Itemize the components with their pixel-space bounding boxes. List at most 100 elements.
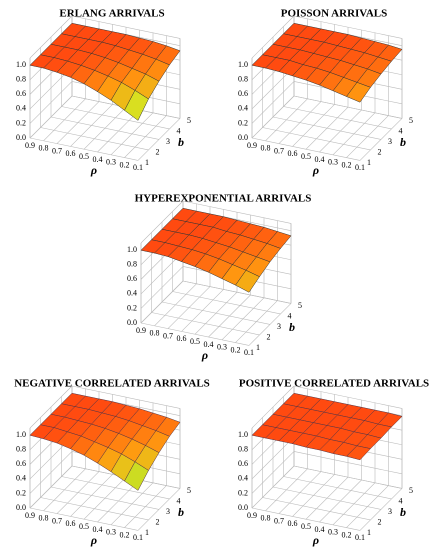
chart-panel: NEGATIVE CORRELATED ARRIVALS 0.0 0.2 0.4 0.6…	[14, 378, 210, 547]
chart-panel: POSITIVE CORRELATED ARRIVALS 0.0 0.2 0.4 0.6…	[238, 378, 429, 547]
x-tick-label: 0.1	[244, 348, 254, 357]
chart-title: NEGATIVE CORRELATED ARRIVALS	[14, 378, 210, 390]
y-tick-label: 4	[177, 497, 181, 506]
x-axis-label: ρ	[201, 348, 208, 362]
x-axis-label: ρ	[90, 533, 97, 547]
z-tick-label: 0.2	[238, 118, 248, 127]
y-tick-label: 1	[367, 158, 371, 167]
grid-line	[161, 301, 271, 325]
x-tick-label: 0.6	[288, 149, 298, 158]
x-tick-label: 0.3	[328, 528, 338, 537]
x-tick-label: 0.3	[106, 528, 116, 537]
z-tick-label: 0.8	[238, 445, 248, 454]
x-tick-label: 0.5	[301, 522, 311, 531]
x-tick-label: 0.2	[342, 530, 352, 539]
x-tick-label: 0.7	[52, 516, 62, 525]
chart-panel: HYPEREXPONENTIAL ARRIVALS 0.0 0.2 0.4 0.6 0.8…	[127, 193, 311, 362]
grid-line	[272, 116, 382, 140]
grid-line	[283, 106, 392, 130]
x-tick-label: 0.9	[247, 511, 257, 520]
x-tick-label: 0.6	[288, 519, 298, 528]
z-tick-label: 0.6	[16, 459, 26, 468]
y-tick-label: 2	[156, 148, 160, 157]
y-tick-label: 1	[367, 528, 371, 537]
grid-line	[151, 312, 260, 336]
z-tick-label: 0.0	[127, 318, 137, 327]
y-tick-label: 3	[166, 507, 170, 516]
z-tick-label: 1.0	[16, 60, 26, 69]
z-tick-label: 0.4	[16, 474, 26, 483]
chart-title: ERLANG ARRIVALS	[59, 8, 164, 20]
y-axis-label: b	[400, 505, 406, 519]
x-axis-label: ρ	[312, 163, 319, 177]
grid-line	[251, 137, 361, 161]
grid-line	[40, 127, 149, 151]
y-tick-label: 5	[298, 301, 302, 310]
chart-title: POISSON ARRIVALS	[281, 8, 387, 20]
y-tick-label: 1	[145, 158, 149, 167]
x-tick-label: 0.9	[25, 511, 35, 520]
grid-line	[29, 137, 139, 161]
z-tick-label: 0.8	[16, 445, 26, 454]
grid-line	[50, 486, 160, 510]
y-tick-label: 5	[409, 116, 413, 125]
x-tick-label: 0.6	[66, 519, 76, 528]
y-tick-label: 3	[166, 137, 170, 146]
z-tick-label: 1.0	[238, 60, 248, 69]
x-tick-label: 0.1	[133, 163, 143, 172]
z-tick-label: 0.2	[238, 488, 248, 497]
y-axis-label: b	[289, 320, 295, 334]
grid-line	[182, 280, 292, 304]
y-tick-label: 5	[187, 116, 191, 125]
chart-title: HYPEREXPONENTIAL ARRIVALS	[135, 193, 312, 205]
y-tick-label: 1	[256, 343, 260, 352]
x-tick-label: 0.4	[93, 525, 103, 534]
x-tick-label: 0.7	[274, 146, 284, 155]
y-axis-label: b	[178, 505, 184, 519]
x-tick-label: 0.4	[315, 155, 325, 164]
x-tick-label: 0.7	[163, 331, 173, 340]
x-tick-label: 0.3	[217, 343, 227, 352]
x-tick-label: 0.8	[150, 329, 160, 338]
x-tick-label: 0.5	[301, 152, 311, 161]
y-tick-label: 4	[288, 312, 292, 321]
z-tick-label: 0.6	[238, 89, 248, 98]
y-tick-label: 2	[267, 333, 271, 342]
z-tick-label: 0.6	[16, 89, 26, 98]
y-tick-label: 3	[388, 507, 392, 516]
y-axis-label: b	[400, 135, 406, 149]
grid-line	[61, 106, 170, 130]
x-tick-label: 0.8	[261, 144, 271, 153]
surface-cell	[124, 90, 149, 121]
x-tick-label: 0.1	[355, 533, 365, 542]
grid-line	[283, 476, 392, 500]
grid-line	[172, 291, 281, 315]
grid-line	[29, 507, 139, 531]
z-tick-label: 1.0	[16, 430, 26, 439]
x-tick-label: 0.5	[79, 522, 89, 531]
chart-title: POSITIVE CORRELATED ARRIVALS	[239, 378, 429, 390]
y-axis-label: b	[178, 135, 184, 149]
z-tick-label: 0.8	[238, 75, 248, 84]
x-axis-label: ρ	[312, 533, 319, 547]
x-tick-label: 0.7	[274, 516, 284, 525]
x-tick-label: 0.6	[66, 149, 76, 158]
x-tick-label: 0.5	[190, 337, 200, 346]
x-tick-label: 0.6	[177, 334, 187, 343]
z-tick-label: 0.8	[127, 260, 137, 269]
grid-line	[272, 486, 382, 510]
z-tick-label: 0.4	[238, 474, 248, 483]
x-tick-label: 0.7	[52, 146, 62, 155]
x-tick-label: 0.2	[120, 160, 130, 169]
y-tick-label: 2	[156, 518, 160, 527]
box-edge	[182, 200, 292, 224]
x-tick-label: 0.1	[355, 163, 365, 172]
grid-line	[262, 497, 371, 521]
z-tick-label: 0.4	[238, 104, 248, 113]
y-tick-label: 4	[399, 127, 403, 136]
y-tick-label: 4	[177, 127, 181, 136]
z-tick-label: 0.6	[127, 274, 137, 283]
z-tick-label: 0.8	[16, 75, 26, 84]
x-tick-label: 0.8	[39, 514, 49, 523]
grid-line	[262, 127, 371, 151]
